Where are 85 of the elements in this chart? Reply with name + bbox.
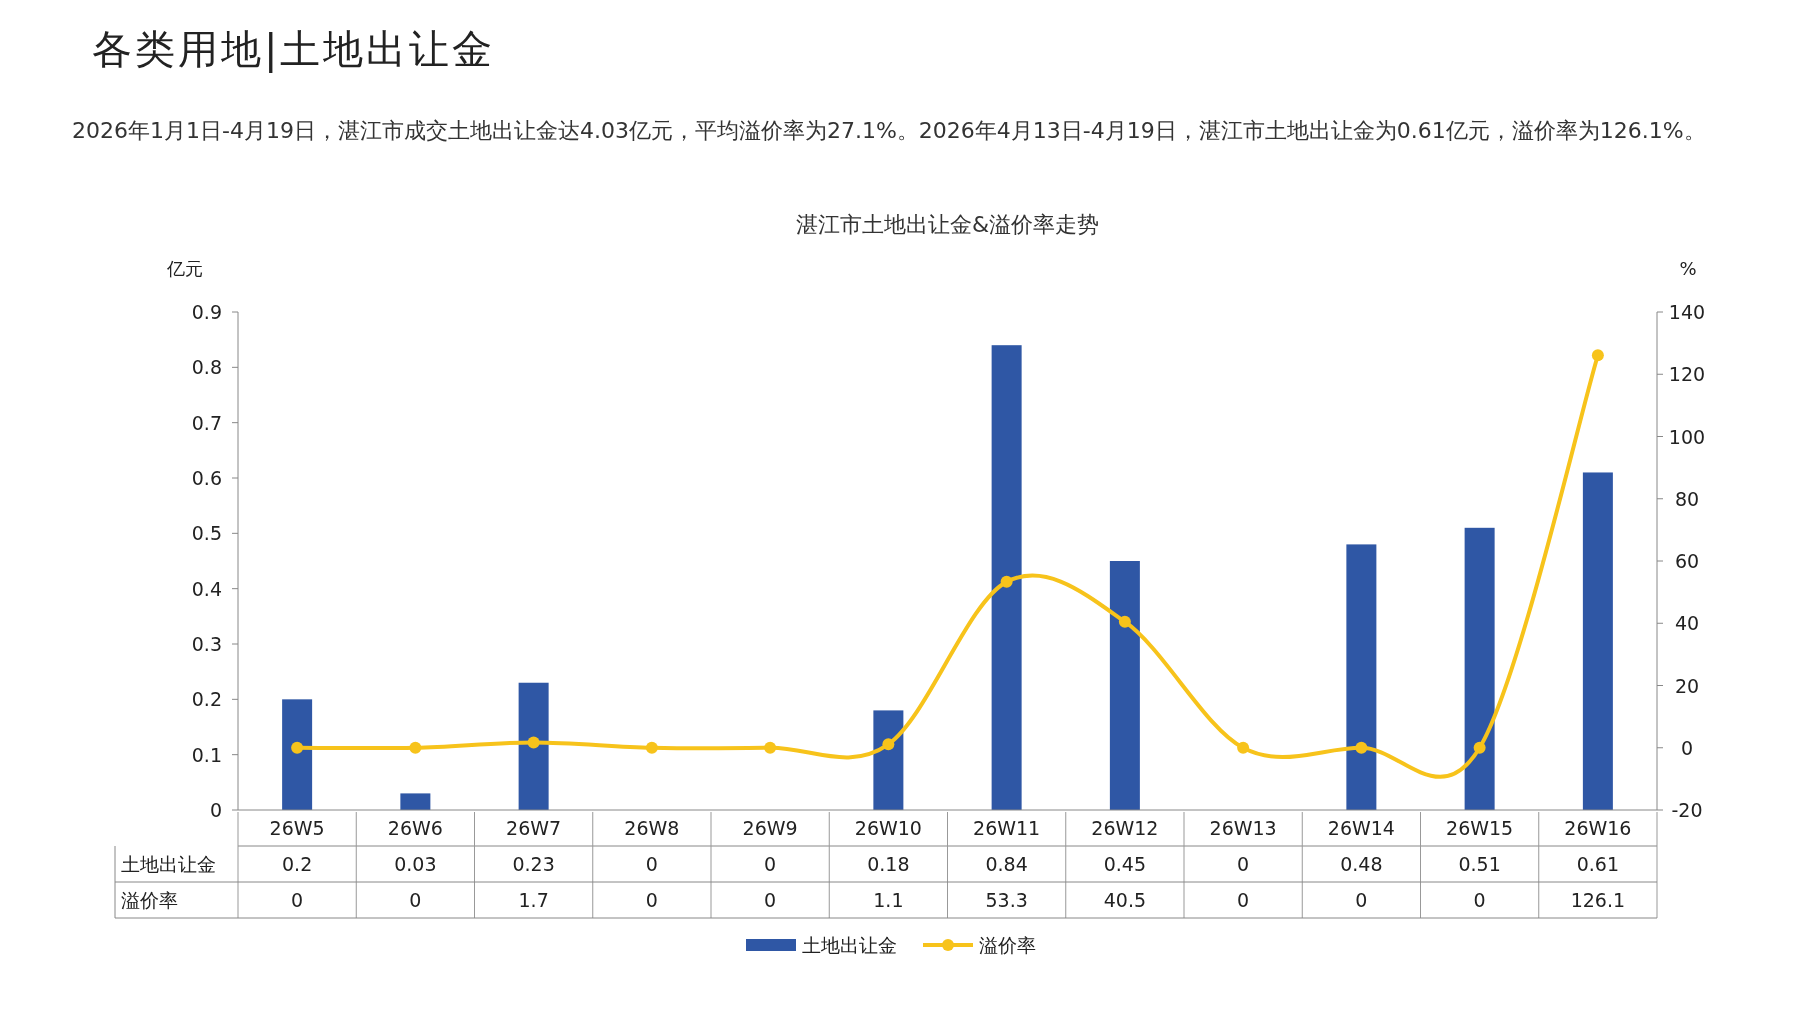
data-label: 0 <box>645 889 658 911</box>
y2-tick-label: 60 <box>1674 550 1700 572</box>
x-tick-label: 26W5 <box>269 817 325 839</box>
x-tick-label: 26W10 <box>854 817 922 839</box>
data-label: 0 <box>764 853 777 875</box>
data-label: 0.84 <box>985 853 1028 875</box>
x-tick-label: 26W7 <box>506 817 562 839</box>
data-label: 126.1 <box>1570 889 1626 911</box>
y-tick-label: 0.8 <box>191 356 222 379</box>
point <box>409 741 422 754</box>
data-label: 0 <box>1473 889 1486 911</box>
data-label: 0 <box>1237 853 1250 875</box>
point <box>1473 741 1486 754</box>
x-tick-label: 26W13 <box>1209 817 1277 839</box>
data-label: 0.61 <box>1576 853 1620 875</box>
x-tick-label: 26W14 <box>1327 817 1395 839</box>
y-tick-label: 0.9 <box>191 301 222 323</box>
x-tick-label: 26W6 <box>387 817 443 839</box>
data-label: 0.18 <box>867 853 910 875</box>
text: 各类用地|土地出让金 <box>92 25 496 75</box>
y2-tick-label: 120 <box>1668 363 1706 386</box>
y-tick-label: 0.5 <box>191 522 222 545</box>
point <box>882 738 895 751</box>
data-label: 0.45 <box>1103 853 1147 875</box>
point <box>1000 575 1013 588</box>
x-tick-label: 26W11 <box>973 817 1041 839</box>
bar <box>1582 472 1613 810</box>
y2-axis-title: % <box>1679 258 1697 279</box>
point <box>1237 741 1250 754</box>
y-tick-label: 0.4 <box>191 577 222 600</box>
y-tick-label: 0.2 <box>191 688 222 711</box>
data-label: 53.3 <box>985 889 1028 911</box>
x-tick-label: 26W9 <box>742 817 798 839</box>
y2-tick-label: 80 <box>1674 487 1700 510</box>
y-axis-title: 亿元 <box>166 258 203 279</box>
data-label: 0.2 <box>282 853 313 875</box>
point <box>645 741 658 754</box>
point <box>527 736 540 749</box>
data-label: 0.51 <box>1458 853 1501 875</box>
point <box>764 741 777 754</box>
point <box>1118 615 1131 628</box>
y2-tick-label: 40 <box>1674 612 1700 635</box>
data-label: 0 <box>291 889 304 911</box>
data-label: 1.7 <box>518 889 549 911</box>
y2-tick-label: 0 <box>1680 736 1694 759</box>
y2-tick-label: 20 <box>1674 674 1700 697</box>
data-label: 0.03 <box>394 853 437 875</box>
point <box>1591 349 1604 362</box>
data-label: 0.23 <box>512 853 555 875</box>
data-label: 0 <box>645 853 658 875</box>
x-tick-label: 26W16 <box>1564 817 1632 839</box>
data-label: 40.5 <box>1103 889 1147 911</box>
data-label: 0 <box>764 889 777 911</box>
y-tick-label: 0 <box>209 799 222 821</box>
point <box>291 741 304 754</box>
data-label: 0.48 <box>1340 853 1383 875</box>
bar <box>1109 561 1140 810</box>
bar <box>1346 544 1377 810</box>
text: 土地出让金 <box>121 853 216 875</box>
x-tick-label: 26W15 <box>1446 817 1514 839</box>
text: 2026年1月1日-4月19日，湛江市成交土地出让金达4.03亿元，平均溢价率为27.1%。2026年4月13日-4月19日，湛江市土地出让金为0.61亿元，溢价率为126.1%。 <box>72 117 1707 145</box>
x-tick-label: 26W8 <box>624 817 680 839</box>
data-label: 0 <box>1237 889 1250 911</box>
y-tick-label: 0.6 <box>191 467 222 489</box>
bar <box>400 793 431 810</box>
x-tick-label: 26W12 <box>1091 817 1159 839</box>
bar <box>873 710 904 810</box>
data-label: 0 <box>409 889 422 911</box>
bar <box>282 699 313 810</box>
legend-label: 土地出让金 <box>802 934 897 956</box>
point <box>1355 741 1368 754</box>
data-label: 0 <box>1355 889 1368 911</box>
bar <box>518 682 549 810</box>
y2-tick-label: 100 <box>1668 425 1706 448</box>
y-tick-label: 0.1 <box>191 743 222 766</box>
y2-tick-label: 140 <box>1668 301 1706 323</box>
data-label: 1.1 <box>873 889 904 911</box>
legend-label: 溢价率 <box>979 934 1036 956</box>
bar <box>1464 527 1495 810</box>
y-tick-label: 0.7 <box>191 411 222 434</box>
chart-title: 湛江市土地出让金&溢价率走势 <box>795 212 1100 237</box>
y-tick-label: 0.3 <box>191 633 222 655</box>
y2-tick-label: -20 <box>1671 799 1703 821</box>
bar <box>991 345 1022 810</box>
text: 溢价率 <box>121 889 178 911</box>
